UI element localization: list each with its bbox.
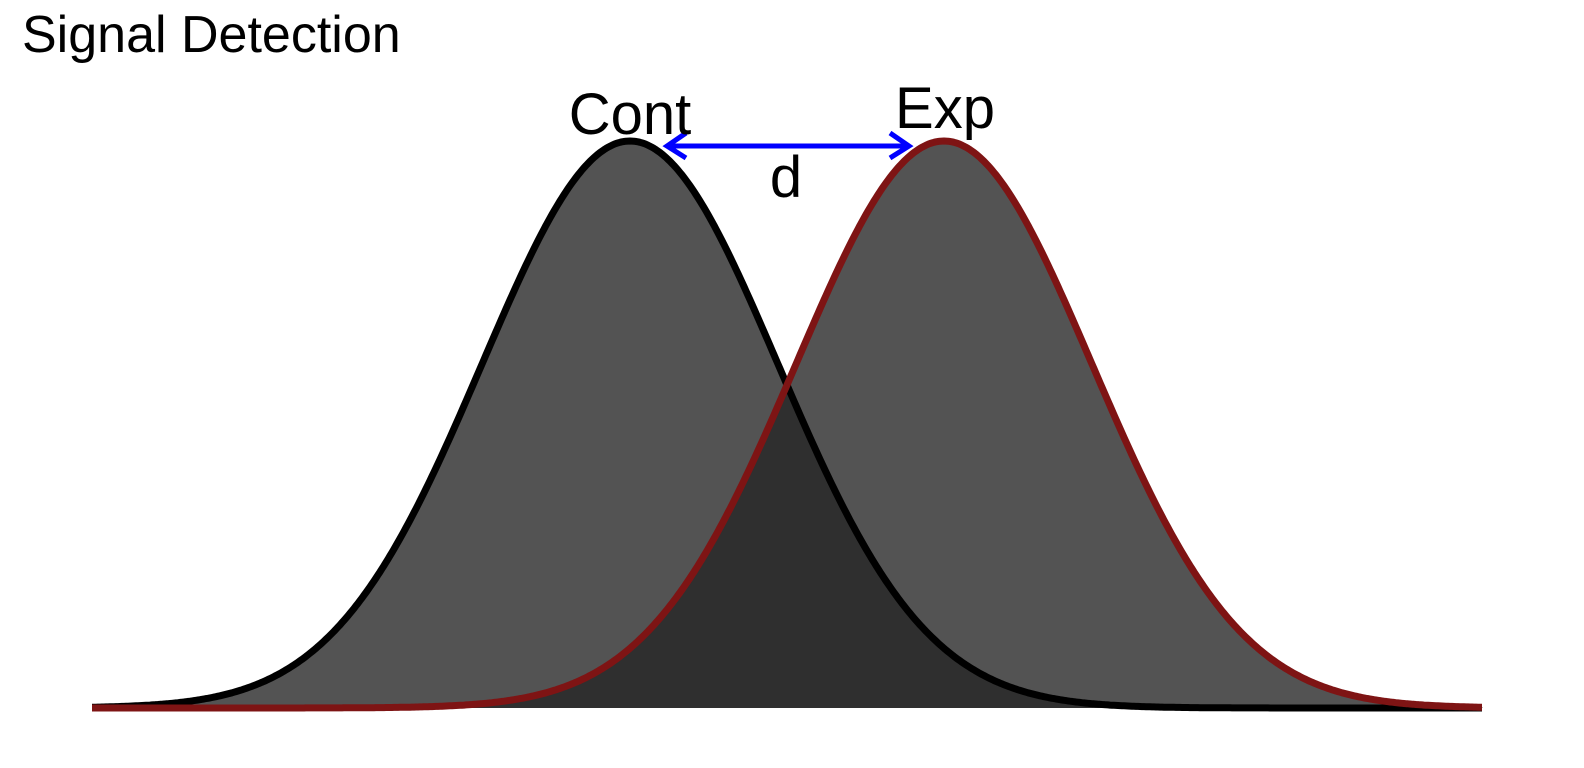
arrow-head-right (888, 130, 914, 161)
experimental-distribution-curve (90, 137, 1484, 712)
page-title: Signal Detection (22, 6, 401, 64)
control-label: Cont (569, 82, 692, 147)
experimental-label: Exp (895, 76, 995, 141)
distance-label: d (770, 145, 802, 210)
distance-arrow (662, 130, 914, 161)
overlap-region (92, 141, 1483, 708)
arrow-head-left (662, 130, 688, 161)
